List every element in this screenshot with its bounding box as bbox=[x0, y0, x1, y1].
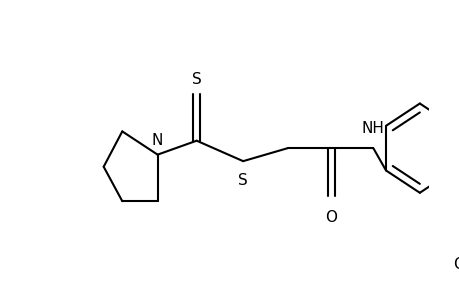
Text: O: O bbox=[452, 257, 459, 272]
Text: N: N bbox=[151, 133, 163, 148]
Text: NH: NH bbox=[361, 121, 384, 136]
Text: S: S bbox=[191, 72, 201, 87]
Text: O: O bbox=[325, 210, 337, 225]
Text: S: S bbox=[238, 173, 247, 188]
